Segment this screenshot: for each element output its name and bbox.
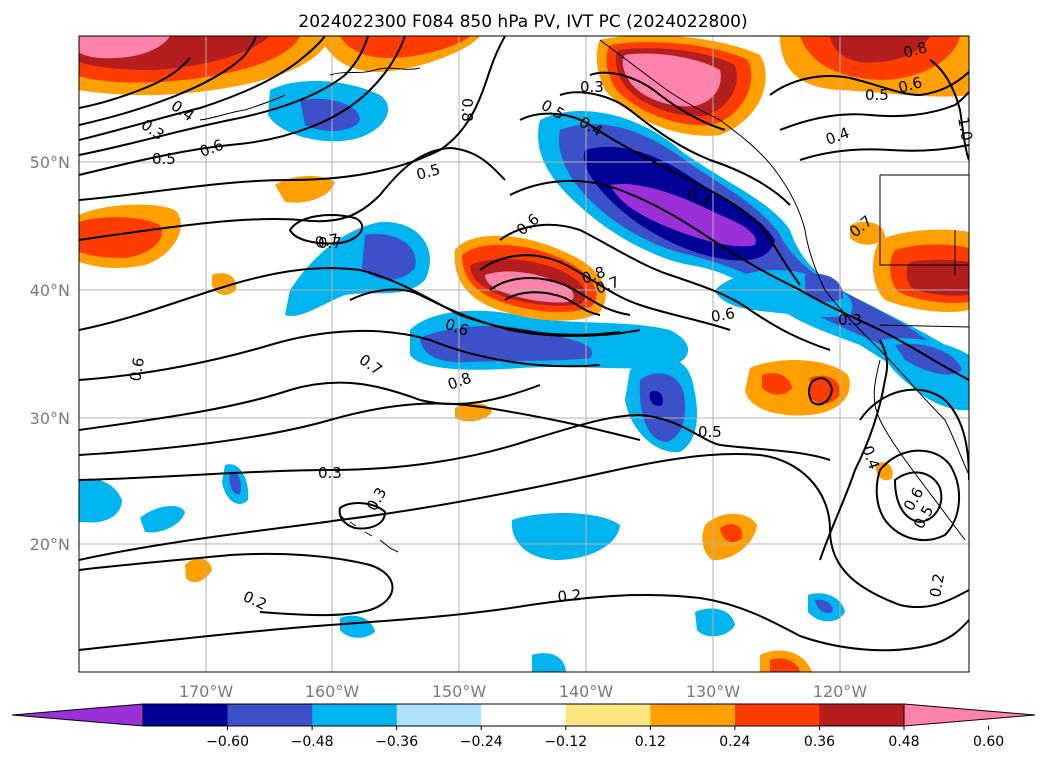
lat-label: 40°N — [30, 281, 70, 300]
colorbar-tick-label: 0.60 — [973, 734, 1004, 750]
longitude-axis: 170°W 160°W 150°W 140°W 130°W 120°W — [179, 682, 868, 701]
pv-positive-region — [810, 375, 841, 404]
lat-label: 20°N — [30, 535, 70, 554]
colorbar-tick-label: −0.12 — [544, 734, 587, 750]
contour-label: 0.2 — [926, 572, 948, 599]
colorbar-frame — [142, 703, 905, 727]
pv-positive-region — [275, 175, 335, 203]
pv-negative-region — [815, 599, 833, 613]
contour-label: 0.6 — [126, 356, 148, 383]
contour-label: 0.8 — [458, 98, 476, 122]
map-panel: 0.3 0.4 0.5 0.6 0.7 0.8 0.5 0.4 0.3 0.3 … — [78, 35, 976, 673]
lon-label: 130°W — [686, 682, 741, 701]
contour-label: 0.6 — [896, 73, 924, 97]
contour-label: 0.8 — [901, 38, 929, 62]
pv-negative-region — [229, 471, 241, 495]
lon-label: 120°W — [813, 682, 868, 701]
colorbar-tick-label: 0.48 — [888, 734, 919, 750]
contour-label: 1.0 — [954, 116, 976, 143]
pv-negative-region — [532, 653, 566, 672]
pv-positive-region — [770, 658, 800, 672]
contour-label: 0.6 — [710, 304, 737, 326]
pv-negative-region — [695, 608, 735, 637]
colorbar-swatch — [312, 704, 398, 726]
figure-title: 2024022300 F084 850 hPa PV, IVT PC (2024… — [298, 12, 747, 32]
pv-negative-region — [79, 478, 122, 523]
colorbar: −0.60 −0.48 −0.36 −0.24 −0.12 0.12 0.24 0.36 0.4… — [11, 703, 1036, 750]
colorbar-swatch — [565, 704, 651, 726]
pv-negative-region — [362, 234, 416, 280]
pv-negative-region — [140, 506, 185, 533]
contour-label: 0.5 — [698, 423, 722, 441]
pv-negative-region — [511, 513, 620, 560]
lon-label: 140°W — [559, 682, 614, 701]
colorbar-swatch — [143, 704, 229, 726]
colorbar-extend-min — [11, 703, 144, 727]
pv-positive-region — [830, 36, 930, 63]
contour-label: 0.3 — [318, 464, 342, 482]
colorbar-tick-label: 0.24 — [719, 734, 750, 750]
lon-label: 170°W — [179, 682, 234, 701]
colorbar-swatch — [396, 704, 482, 726]
pv-positive-region — [340, 36, 470, 58]
pv-positive-region — [79, 36, 170, 59]
contour-label: 0.2 — [557, 586, 582, 606]
pv-positive-region — [850, 221, 885, 245]
lon-label: 160°W — [305, 682, 360, 701]
contour-label: 0.7 — [314, 230, 341, 252]
pv-negative-region — [639, 373, 686, 442]
pv-positive-region — [906, 259, 969, 296]
contour-label: 0.3 — [580, 78, 604, 96]
latitude-axis: 50°N 40°N 30°N 20°N — [30, 153, 70, 554]
pv-positive-region — [762, 373, 792, 395]
lon-label: 150°W — [432, 682, 487, 701]
colorbar-tick-label: −0.48 — [291, 734, 334, 750]
colorbar-swatch — [734, 704, 820, 726]
colorbar-tick-label: −0.60 — [206, 734, 249, 750]
contour-label: 0.5 — [414, 160, 442, 184]
contour-label: 0.5 — [152, 150, 176, 168]
pv-positive-region — [79, 217, 162, 258]
colorbar-swatch — [650, 704, 736, 726]
contour-label: 0.5 — [865, 86, 889, 104]
lat-label: 30°N — [30, 409, 70, 428]
colorbar-tick-label: −0.24 — [460, 734, 503, 750]
pv-positive-region — [720, 524, 743, 543]
colorbar-swatch — [819, 704, 905, 726]
gridlines — [79, 36, 969, 672]
pv-negative-region — [340, 615, 375, 638]
pv-negative-region — [300, 98, 360, 132]
colorbar-tick-label: 0.12 — [635, 734, 666, 750]
pv-contours — [79, 36, 969, 652]
lat-label: 50°N — [30, 153, 70, 172]
pv-positive-region — [185, 558, 212, 583]
contour-label: 0.3 — [838, 311, 862, 329]
pv-negative-region — [649, 390, 663, 406]
pv-negative-region — [610, 184, 756, 247]
colorbar-tick-label: −0.36 — [375, 734, 418, 750]
colorbar-swatch — [481, 704, 567, 726]
colorbar-extend-max — [903, 703, 1036, 727]
contour-label: 0.7 — [318, 234, 342, 252]
colorbar-swatch — [227, 704, 313, 726]
colorbar-tick-label: 0.36 — [804, 734, 835, 750]
pv-positive-region — [622, 53, 721, 107]
